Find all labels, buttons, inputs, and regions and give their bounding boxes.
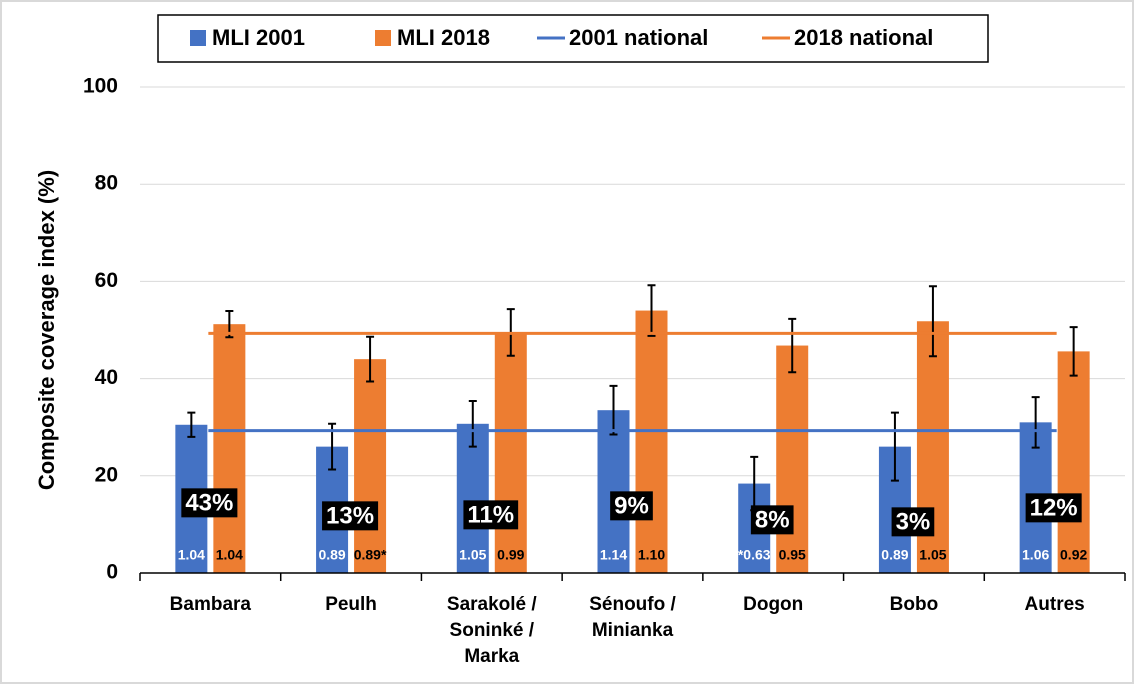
error-bar — [468, 399, 477, 448]
y-tick-label: 20 — [95, 463, 118, 486]
y-tick-label: 60 — [95, 269, 118, 292]
annotation-box — [610, 491, 653, 521]
ratio-label: 0.89 — [318, 547, 345, 563]
x-tick-label: Dogon — [743, 594, 804, 615]
ratio-label: 1.05 — [919, 547, 946, 563]
x-tick-label: Bambara — [169, 594, 251, 615]
error-bar — [890, 411, 899, 482]
ratio-label: 0.99 — [497, 547, 524, 563]
legend-swatch — [375, 30, 391, 46]
error-bar — [1031, 396, 1040, 449]
error-bar — [928, 285, 937, 358]
error-bar — [366, 335, 375, 383]
y-tick-label: 100 — [83, 75, 118, 98]
ratio-label: 1.06 — [1022, 547, 1049, 563]
annotation-label: 11% — [467, 501, 514, 528]
annotation-label: 8% — [755, 506, 790, 533]
annotation-label: 13% — [326, 502, 374, 529]
error-bar — [1069, 326, 1078, 377]
bar — [635, 310, 668, 573]
error-bar — [187, 411, 196, 438]
bar — [776, 345, 809, 573]
ratio-label: 0.95 — [779, 547, 806, 563]
x-tick-label: Bobo — [889, 594, 939, 615]
error-bar — [647, 284, 656, 337]
annotation-box — [181, 488, 238, 518]
x-tick-label: Sarakolé / Soninké / Marka — [446, 594, 537, 667]
legend-swatch — [190, 30, 206, 46]
legend-box — [157, 14, 989, 63]
ratio-label: 1.04 — [216, 547, 243, 563]
bar — [213, 324, 246, 573]
ratio-label: 1.14 — [600, 547, 627, 563]
bar — [494, 332, 527, 573]
x-tick-label: Autres — [1024, 594, 1085, 615]
legend-label: 2018 national — [794, 25, 933, 50]
legend-label: MLI 2001 — [212, 25, 305, 50]
annotation-label: 9% — [614, 492, 649, 519]
ratio-label: *0.63 — [738, 547, 771, 563]
annotation-box — [1025, 493, 1082, 523]
error-bar — [788, 317, 797, 374]
y-axis-title: Composite coverage index (%) — [34, 170, 59, 490]
y-tick-label: 80 — [95, 172, 118, 195]
legend-label: MLI 2018 — [397, 25, 490, 50]
annotation-box — [750, 505, 794, 535]
annotation-label: 3% — [896, 508, 931, 535]
ratio-label: 1.05 — [459, 547, 486, 563]
bar — [354, 359, 387, 573]
y-tick-label: 0 — [106, 561, 118, 584]
bar — [1057, 351, 1090, 573]
annotation-box — [463, 500, 519, 530]
bar — [456, 423, 489, 573]
annotation-box — [891, 507, 935, 537]
ratio-label: 0.89* — [354, 547, 387, 563]
ratio-label: 0.92 — [1060, 547, 1087, 563]
legend-label: 2001 national — [569, 25, 708, 50]
annotation-label: 43% — [185, 489, 233, 516]
ratio-label: 1.10 — [638, 547, 665, 563]
x-tick-label: Peulh — [325, 594, 377, 615]
ratio-label: 0.89 — [881, 547, 908, 563]
error-bar — [609, 384, 618, 436]
ratio-label: 1.04 — [178, 547, 205, 563]
annotation-label: 12% — [1030, 494, 1078, 521]
annotation-box — [322, 501, 379, 531]
y-tick-label: 40 — [95, 366, 118, 389]
x-tick-label: Sénoufo / Minianka — [589, 594, 676, 641]
